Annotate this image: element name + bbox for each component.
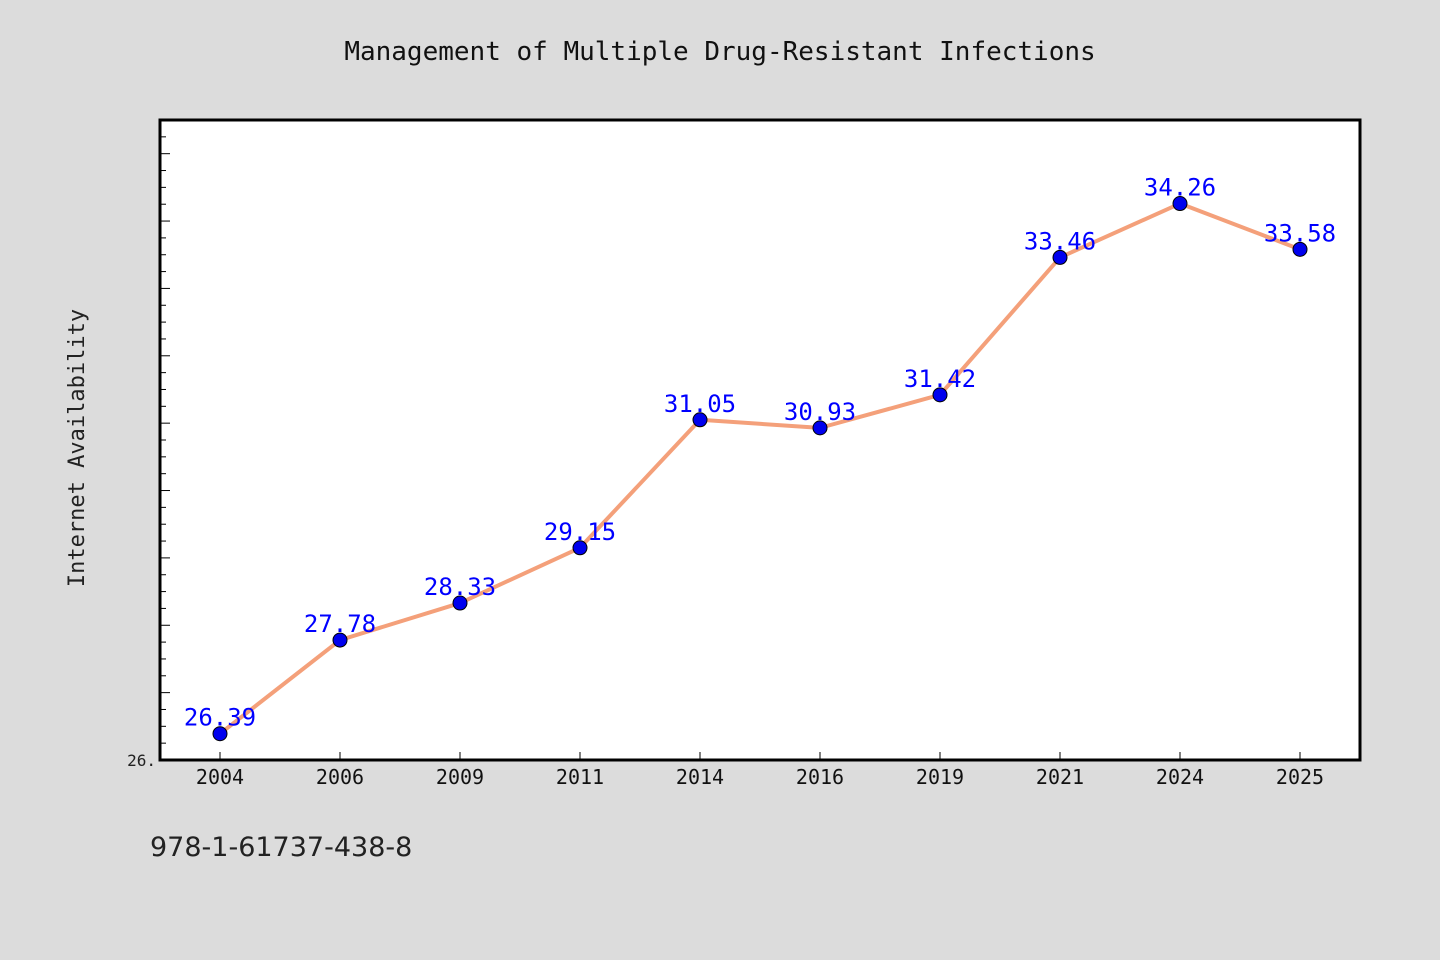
data-point-marker — [1292, 241, 1308, 257]
data-point-marker — [1172, 196, 1188, 212]
data-point-marker — [692, 412, 708, 428]
x-tick-label: 2009 — [436, 765, 484, 789]
data-point-marker — [1052, 249, 1068, 265]
data-label: 29.15 — [544, 518, 616, 546]
data-label: 31.05 — [664, 390, 736, 418]
data-point-marker — [572, 540, 588, 556]
x-tick-label: 2011 — [556, 765, 604, 789]
x-tick-label: 2019 — [916, 765, 964, 789]
data-point-marker — [932, 387, 948, 403]
isbn-footer-text: 978-1-61737-438-8 — [150, 832, 413, 863]
series-line — [218, 201, 1302, 736]
plot-frame — [158, 118, 1362, 762]
data-label-group: 26.39 27.78 28.33 29.15 31.05 30.93 31.42 33.46… — [184, 174, 1336, 732]
x-tick-label: 2024 — [1156, 765, 1204, 789]
data-point-marker — [212, 726, 228, 742]
data-point-marker — [452, 595, 468, 611]
data-point-marker — [812, 420, 828, 436]
plot-area — [160, 120, 1360, 760]
data-label: 26.39 — [184, 704, 256, 732]
y-axis-label: Internet Availability — [65, 309, 90, 587]
chart-title: Management of Multiple Drug-Resistant In… — [344, 37, 1095, 67]
x-tick-label: 2016 — [796, 765, 844, 789]
x-tick-label: 2006 — [316, 765, 364, 789]
y-tick-label: 26. — [127, 751, 156, 770]
data-point-marker — [332, 632, 348, 648]
data-label: 30.93 — [784, 398, 856, 426]
data-label: 31.42 — [904, 365, 976, 393]
x-axis-ticks: 2004 2006 2009 2011 2014 2016 2019 2021 2024 2025 — [196, 752, 1324, 789]
data-label: 33.58 — [1264, 219, 1336, 247]
series-line-group — [212, 196, 1308, 742]
data-label: 27.78 — [304, 610, 376, 638]
x-tick-label: 2004 — [196, 765, 244, 789]
x-tick-label: 2025 — [1276, 765, 1324, 789]
data-label: 28.33 — [424, 573, 496, 601]
x-tick-label: 2014 — [676, 765, 724, 789]
data-label: 33.46 — [1024, 227, 1096, 255]
x-tick-label: 2021 — [1036, 765, 1084, 789]
data-label: 34.26 — [1144, 174, 1216, 202]
